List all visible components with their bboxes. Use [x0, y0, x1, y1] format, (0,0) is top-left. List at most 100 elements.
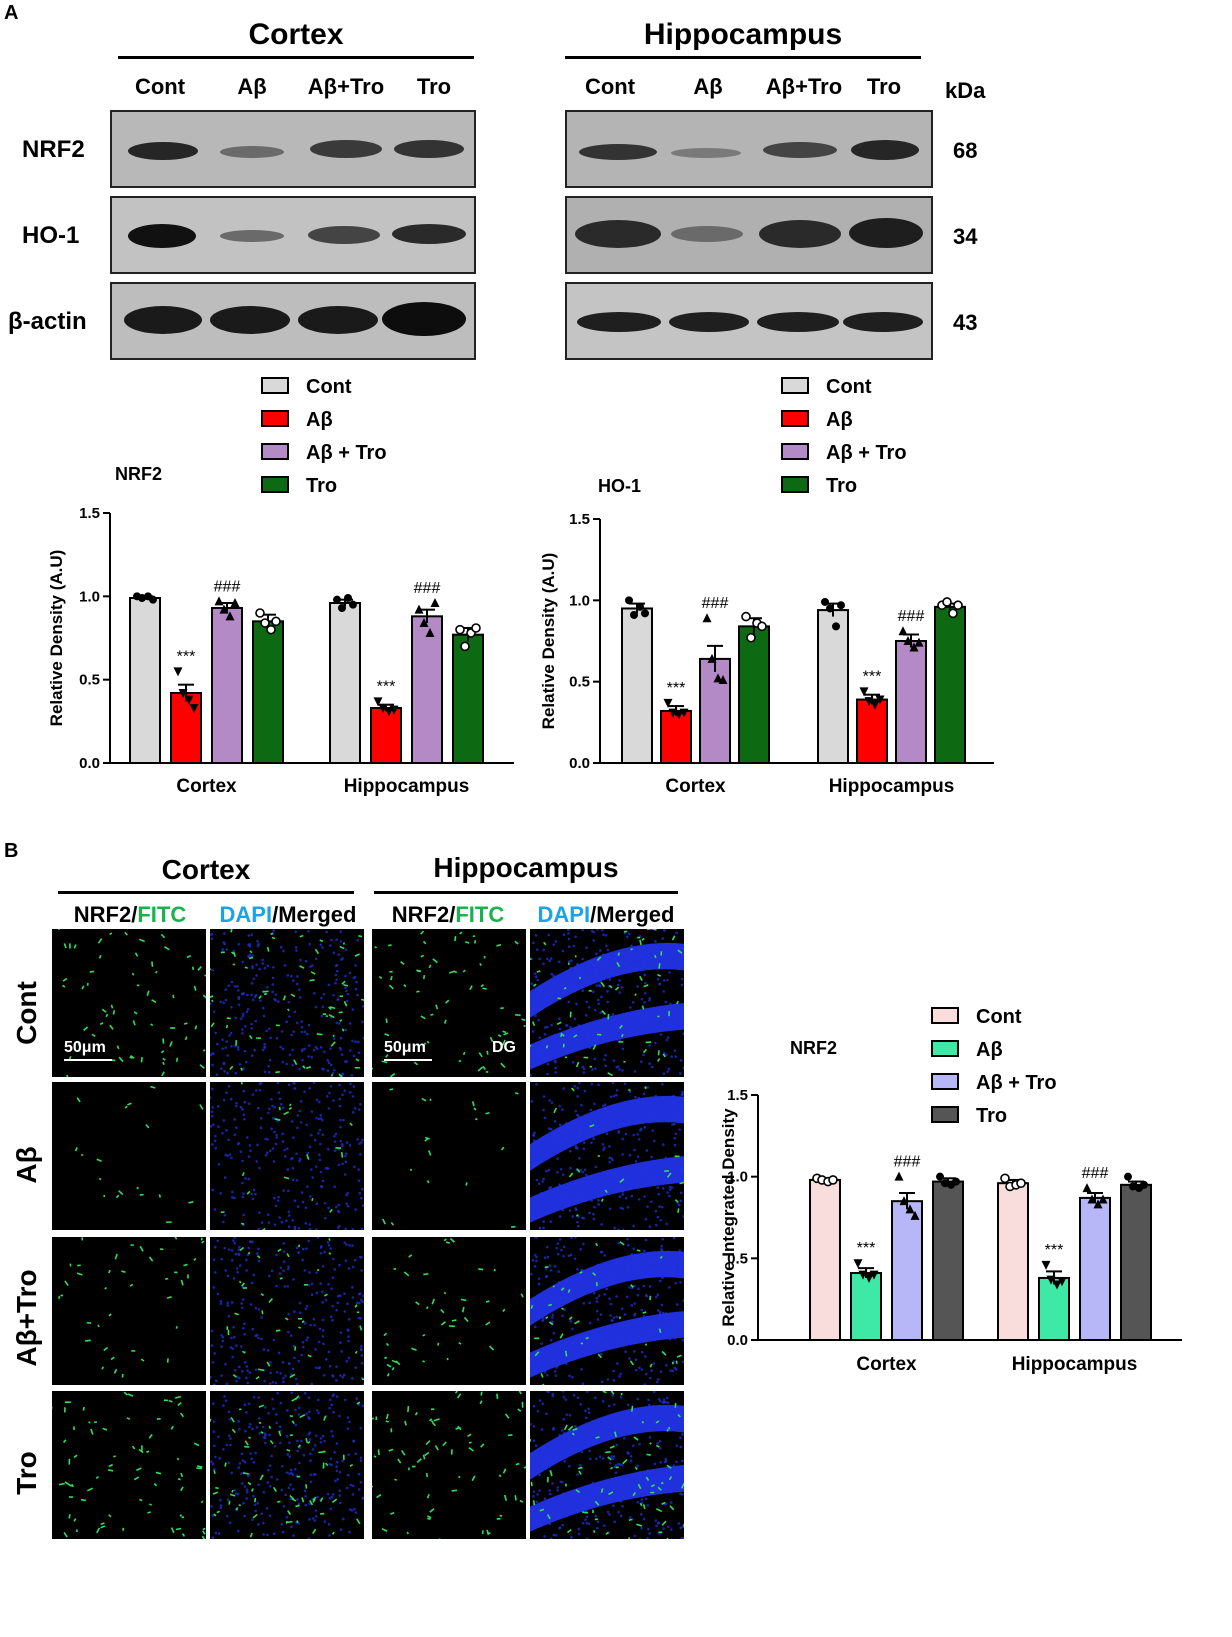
- nrf2-signal: [169, 1041, 173, 1047]
- dapi-nucleus: [654, 1041, 657, 1045]
- dapi-nucleus: [327, 1244, 331, 1247]
- dapi-nucleus: [629, 1454, 633, 1458]
- dapi-nucleus: [213, 1352, 216, 1355]
- dapi-nucleus: [211, 1188, 214, 1192]
- dapi-nucleus: [347, 1329, 350, 1332]
- dapi-nucleus: [232, 1325, 235, 1329]
- dapi-nucleus: [241, 1181, 244, 1185]
- dapi-nucleus: [336, 1209, 340, 1213]
- nrf2-signal: [518, 1391, 522, 1395]
- legend-swatch: [931, 1073, 959, 1090]
- dapi-nucleus: [319, 1142, 322, 1146]
- nrf2-signal: [434, 1445, 439, 1451]
- legend-label: Aβ + Tro: [306, 442, 387, 464]
- nrf2-signal: [610, 1466, 614, 1470]
- dapi-nucleus: [282, 949, 285, 953]
- dapi-nucleus: [297, 1396, 301, 1400]
- dapi-nucleus: [574, 1146, 578, 1150]
- dapi-nucleus: [567, 945, 571, 948]
- dapi-nucleus: [259, 1126, 263, 1130]
- nrf2-signal: [661, 1501, 666, 1506]
- nrf2-signal: [373, 1455, 377, 1458]
- nrf2-signal: [575, 1489, 581, 1494]
- dapi-nucleus: [312, 1048, 316, 1052]
- dapi-nucleus: [632, 1224, 635, 1228]
- nrf2-signal: [657, 1058, 661, 1062]
- dapi-nucleus: [242, 1067, 245, 1071]
- dapi-nucleus: [292, 979, 295, 982]
- nrf2-signal: [385, 1342, 390, 1347]
- category-label: Hippocampus: [1012, 1354, 1138, 1375]
- dapi-nucleus: [254, 1334, 257, 1338]
- nrf2-signal: [123, 1391, 128, 1396]
- dapi-nucleus: [537, 1277, 541, 1280]
- nrf2-signal: [62, 984, 66, 988]
- dapi-nucleus: [239, 1150, 243, 1154]
- dapi-nucleus: [274, 1142, 278, 1146]
- dapi-nucleus: [628, 1516, 632, 1519]
- dapi-nucleus: [310, 1055, 314, 1059]
- dapi-nucleus: [561, 949, 565, 953]
- dapi-nucleus: [661, 1083, 664, 1086]
- dapi-nucleus: [577, 1215, 580, 1219]
- dapi-nucleus: [615, 1065, 618, 1069]
- nrf2-signal: [478, 1052, 483, 1058]
- nrf2-signal: [496, 943, 502, 947]
- nrf2-signal: [183, 1263, 188, 1267]
- nrf2-signal: [534, 1351, 540, 1357]
- nrf2-signal: [166, 1295, 172, 1300]
- nrf2-signal: [406, 1531, 410, 1535]
- dapi-nucleus: [602, 1058, 606, 1062]
- dapi-nucleus: [263, 1432, 267, 1436]
- nrf2-signal: [260, 1293, 265, 1297]
- dapi-nucleus: [325, 1358, 328, 1361]
- dapi-nucleus: [315, 1098, 319, 1102]
- nrf2-signal: [193, 1257, 197, 1261]
- dapi-nucleus: [613, 1226, 617, 1230]
- dapi-nucleus: [578, 1156, 581, 1160]
- micrograph-signal: [530, 1391, 684, 1539]
- dapi-nucleus: [596, 929, 599, 931]
- nrf2-signal: [426, 1515, 432, 1519]
- dapi-nucleus: [563, 1308, 566, 1312]
- dapi-nucleus: [546, 957, 549, 961]
- nrf2-signal: [180, 1486, 184, 1492]
- dapi-nucleus: [357, 1316, 361, 1320]
- dapi-nucleus: [346, 992, 350, 996]
- dapi-nucleus: [318, 1158, 322, 1162]
- nrf2-signal: [139, 938, 145, 943]
- nrf2-signal: [473, 940, 477, 944]
- dapi-nucleus: [549, 1338, 553, 1342]
- dapi-nucleus: [258, 1166, 261, 1170]
- dapi-nucleus: [549, 1537, 553, 1539]
- nrf2-signal: [420, 930, 425, 935]
- dapi-nucleus: [681, 1459, 684, 1463]
- nrf2-signal: [385, 1054, 389, 1058]
- dapi-nucleus: [319, 1246, 323, 1249]
- dapi-nucleus: [255, 963, 258, 966]
- dapi-nucleus: [325, 1095, 329, 1098]
- dapi-nucleus: [275, 1136, 278, 1139]
- dapi-nucleus: [249, 1452, 252, 1455]
- nrf2-signal: [341, 1028, 345, 1032]
- dapi-nucleus: [234, 1071, 238, 1075]
- nrf2-signal: [482, 987, 487, 990]
- legend-label: Tro: [976, 1105, 1007, 1127]
- dapi-nucleus: [262, 1533, 265, 1536]
- y-tick-label: 0.0: [79, 755, 100, 772]
- nrf2-signal: [548, 1303, 553, 1307]
- nrf2-signal: [372, 1417, 374, 1420]
- nrf2-signal: [385, 1420, 389, 1423]
- nrf2-signal: [397, 1458, 402, 1464]
- dapi-nucleus: [586, 1537, 589, 1539]
- nrf2-signal: [165, 1277, 169, 1280]
- dapi-nucleus: [267, 1111, 270, 1115]
- nrf2-signal: [674, 1199, 679, 1203]
- category-label: Hippocampus: [344, 776, 470, 797]
- dapi-nucleus: [303, 1391, 307, 1395]
- nrf2-signal: [232, 1373, 237, 1378]
- dapi-nucleus: [270, 1127, 273, 1131]
- dapi-nucleus: [240, 1452, 244, 1456]
- nrf2-signal: [619, 1024, 623, 1029]
- dapi-nucleus: [240, 1302, 243, 1305]
